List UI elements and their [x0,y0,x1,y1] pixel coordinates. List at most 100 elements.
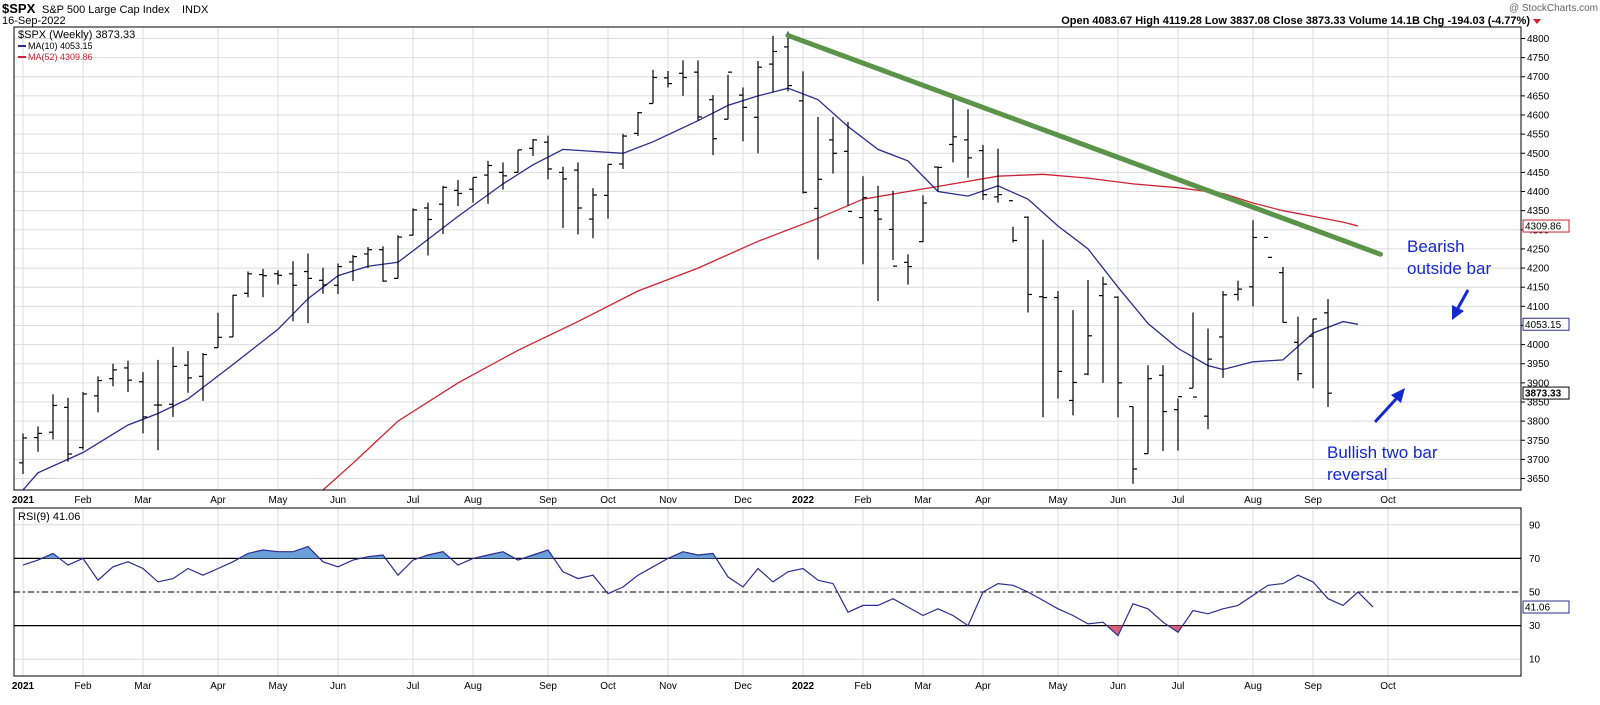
price-bar [169,346,177,417]
price-tick-label: 4550 [1527,130,1550,141]
price-bar [649,69,657,105]
price-bar [994,148,1002,203]
price-tick-label: 4200 [1527,264,1550,275]
price-bar [1054,291,1062,399]
ma10-tag-box [1522,317,1570,331]
rsi-overbought-fill [263,550,278,559]
price-bar-layer [19,31,1332,484]
price-bar [484,160,492,204]
rsi-overbought-fill [248,550,263,559]
price-bar [139,372,147,434]
price-tick-label: 4150 [1527,283,1550,294]
rsi-x-tick-label: 2022 [792,681,815,692]
rsi-panel-frame [13,507,1522,677]
price-tick-label: 4000 [1527,340,1550,351]
rsi-x-tick-label: Jun [330,681,346,692]
ma52-legend: MA(52) 4309.86 [28,52,93,62]
price-legend: $SPX (Weekly) 3873.33 [18,29,135,41]
rsi-x-tick-label: Jul [1172,681,1185,692]
price-bar [499,162,507,190]
x-tick-label: Sep [1304,495,1322,506]
x-tick-label: 2021 [12,495,35,506]
price-bar [1294,316,1302,381]
price-bar [334,263,342,295]
x-tick-label: Oct [1380,495,1396,506]
x-tick-label: Mar [134,495,152,506]
rsi-x-tick-label: Jun [1110,681,1126,692]
price-bar [964,109,972,178]
x-tick-label: May [269,495,288,506]
x-tick-label: Feb [854,495,872,506]
price-tick-label: 3800 [1527,417,1550,428]
symbol-title: $SPX [2,1,36,16]
price-bar [874,185,882,301]
bearish-arrow-icon [1452,289,1470,320]
price-bar [664,71,672,88]
rsi-x-tick-label: Nov [659,681,677,692]
rsi-x-tick-label: Oct [600,681,616,692]
price-bar [244,271,252,298]
price-bar [739,87,747,142]
price-bar [349,255,357,282]
price-bar [814,116,822,260]
x-tick-label: May [1049,495,1068,506]
ma10-tag: 4053.15 [1522,317,1570,331]
price-bar [619,133,627,169]
price-bar [1099,276,1107,383]
x-tick-label: Aug [1244,495,1262,506]
price-tick-label: 4600 [1527,111,1550,122]
x-tick-label: Nov [659,495,677,506]
price-panel-frame [13,26,1522,491]
price-bar [1324,299,1332,407]
rsi-x-tick-label: Dec [734,681,752,692]
price-bar [589,188,597,239]
price-bar [544,135,552,180]
price-bar [94,376,102,413]
x-tick-label: Mar [914,495,932,506]
rsi-overbought-fill [488,551,503,559]
rsi-x-tick-label: Apr [210,681,226,692]
rsi-x-tick-label: Feb [854,681,872,692]
x-tick-label: 2022 [792,495,815,506]
index-name: S&P 500 Large Cap Index [42,4,170,16]
chart-date: 16-Sep-2022 [2,15,66,27]
price-bar [424,202,432,256]
price-bar [19,433,27,474]
rsi-x-tick-label: Aug [464,681,482,692]
price-bar [1189,312,1197,398]
price-bar [184,351,192,393]
rsi-tick-label: 70 [1529,554,1541,565]
price-bar [1084,279,1092,376]
rsi-x-tick-label: May [269,681,288,692]
x-tick-label: Jun [1110,495,1126,506]
x-tick-label: Jul [407,495,420,506]
rsi-tick-label: 10 [1529,655,1541,666]
price-bar [49,394,57,440]
price-bar [694,60,702,121]
price-tick-label: 3950 [1527,359,1550,370]
price-tick-label: 4500 [1527,149,1550,160]
price-bar [979,144,987,200]
price-bar [604,163,612,219]
rsi-line [22,545,1374,637]
price-bar [1234,280,1242,301]
rsi-x-tick-label: Oct [1380,681,1396,692]
price-bar [1024,216,1032,313]
price-bar [1279,266,1287,324]
bearish-annotation-line1: Bearish [1407,237,1465,256]
price-bar [514,149,522,174]
price-bar [1309,318,1317,389]
rsi-overbought-fill [683,551,698,559]
bearish-annotation-line2: outside bar [1407,259,1491,278]
bullish-annotation-line2: reversal [1327,465,1387,484]
x-tick-label: Sep [539,495,557,506]
rsi-x-tick-label: May [1049,681,1068,692]
price-bar [799,71,807,194]
price-bar [724,71,732,120]
price-bar [949,98,957,163]
rsi-tick-label: 90 [1529,520,1541,531]
price-tick-label: 4450 [1527,168,1550,179]
price-bar [859,176,867,265]
price-bar [769,35,777,93]
